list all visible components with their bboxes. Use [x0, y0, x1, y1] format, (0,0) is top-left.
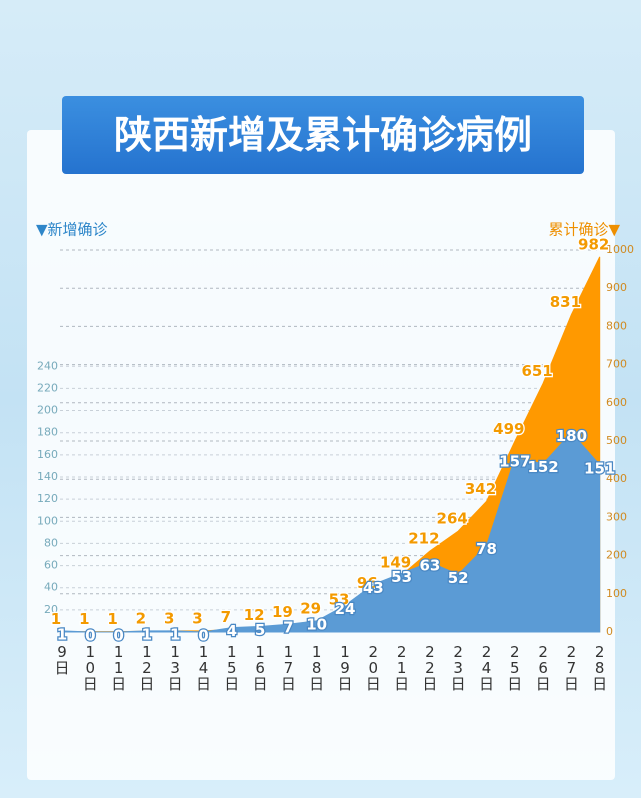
- data-label: 1: [142, 625, 152, 643]
- y2-tick-label: 700: [606, 358, 627, 371]
- y2-tick-label: 300: [606, 510, 627, 523]
- data-label: 10: [306, 615, 327, 633]
- data-label: 1: [51, 610, 61, 628]
- y2-tick-label: 1000: [606, 243, 634, 256]
- chart-title: 陕西新增及累计确诊病例: [113, 113, 532, 157]
- x-tick-label: 10日: [82, 643, 98, 693]
- x-tick-label: 12日: [139, 643, 155, 693]
- x-tick-label: 28日: [592, 643, 608, 693]
- data-label: 1: [107, 610, 117, 628]
- data-label: 1: [57, 625, 67, 643]
- y-tick-label: 120: [37, 492, 58, 505]
- y-tick-label: 200: [37, 404, 58, 417]
- y-tick-label: 20: [44, 603, 58, 616]
- y-tick-label: 80: [44, 536, 58, 549]
- y-tick-label: 180: [37, 426, 58, 439]
- data-label: 499: [493, 420, 524, 438]
- data-label: 53: [329, 590, 350, 608]
- data-label: 7: [221, 608, 231, 626]
- data-label: 12: [244, 606, 265, 624]
- data-label: 0: [85, 627, 95, 645]
- x-tick-label: 16日: [252, 643, 268, 693]
- data-label: 3: [192, 609, 202, 627]
- x-tick-label: 24日: [478, 643, 494, 693]
- x-tick-label: 20日: [365, 643, 381, 693]
- x-tick-label: 13日: [167, 643, 183, 693]
- x-tick-label: 11日: [111, 643, 127, 693]
- data-label: 7: [283, 619, 293, 637]
- data-label: 52: [448, 569, 469, 587]
- y2-tick-label: 200: [606, 549, 627, 562]
- data-label: 2: [136, 610, 146, 628]
- x-tick-label: 21日: [394, 643, 410, 693]
- y2-tick-label: 100: [606, 587, 627, 600]
- data-label: 53: [391, 568, 412, 586]
- data-label: 212: [408, 530, 439, 548]
- data-label: 78: [476, 540, 497, 558]
- title-banner: [62, 96, 584, 174]
- y2-tick-label: 900: [606, 281, 627, 294]
- data-label: 3: [164, 609, 174, 627]
- data-label: 180: [556, 427, 587, 445]
- data-label: 831: [550, 293, 581, 311]
- y2-tick-label: 500: [606, 434, 627, 447]
- x-tick-label: 22日: [422, 643, 438, 693]
- y-tick-label: 60: [44, 559, 58, 572]
- x-tick-label: 19日: [337, 643, 353, 693]
- y-tick-label: 240: [37, 359, 58, 372]
- data-label: 43: [363, 579, 384, 597]
- x-tick-label: 17日: [280, 643, 296, 693]
- data-label: 0: [198, 627, 208, 645]
- x-tick-label: 27日: [563, 643, 579, 693]
- y2-tick-label: 0: [606, 625, 613, 638]
- y-axis-label: ▼新增确诊: [36, 221, 108, 239]
- x-tick-label: 23日: [450, 643, 466, 693]
- data-label: 149: [380, 554, 411, 572]
- data-label: 264: [437, 510, 468, 528]
- y2-tick-label: 800: [606, 319, 627, 332]
- y2-axis-label: 累计确诊▼: [548, 221, 620, 239]
- x-tick-label: 9日: [54, 643, 70, 677]
- y-tick-label: 140: [37, 470, 58, 483]
- y2-tick-label: 400: [606, 472, 627, 485]
- data-label: 5: [255, 621, 265, 639]
- data-label: 1: [79, 610, 89, 628]
- data-label: 24: [335, 600, 356, 618]
- y-tick-label: 40: [44, 581, 58, 594]
- data-label: 63: [419, 557, 440, 575]
- data-label: 651: [521, 362, 552, 380]
- x-tick-label: 15日: [224, 643, 240, 693]
- data-label: 4: [227, 622, 237, 640]
- data-label: 96: [357, 574, 378, 592]
- area: [61, 431, 601, 633]
- data-label: 982: [578, 235, 609, 253]
- data-label: 152: [527, 458, 558, 476]
- data-label: 1: [170, 625, 180, 643]
- y-tick-label: 220: [37, 381, 58, 394]
- data-label: 0: [113, 627, 123, 645]
- data-label: 19: [272, 603, 293, 621]
- y-tick-label: 160: [37, 448, 58, 461]
- data-label: 29: [300, 599, 321, 617]
- data-label: 157: [499, 453, 530, 471]
- x-tick-label: 25日: [507, 643, 523, 693]
- x-tick-label: 18日: [309, 643, 325, 693]
- data-label: 151: [584, 459, 615, 477]
- x-tick-label: 14日: [195, 643, 211, 693]
- x-tick-label: 26日: [535, 643, 551, 693]
- y-tick-label: 100: [37, 514, 58, 527]
- data-label: 342: [465, 480, 496, 498]
- y2-tick-label: 600: [606, 396, 627, 409]
